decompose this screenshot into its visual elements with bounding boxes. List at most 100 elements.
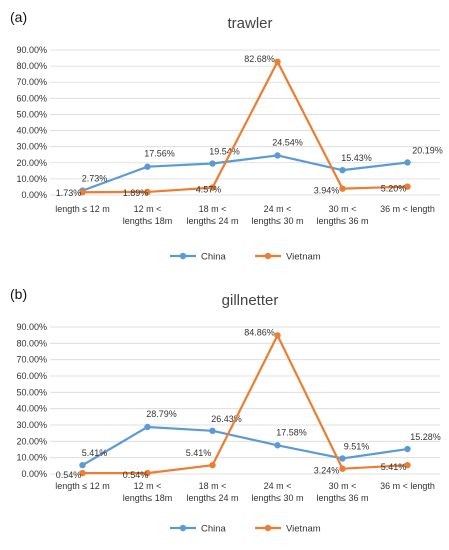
china-series-line bbox=[81, 425, 408, 467]
vietnam-data-point bbox=[209, 184, 216, 191]
china-series-line bbox=[82, 154, 408, 192]
y-tick-label: 90.00% bbox=[16, 322, 47, 332]
china-data-label: 19.54% bbox=[209, 147, 240, 157]
vietnam-data-label: 3.24% bbox=[314, 466, 340, 476]
x-tick-label: 12 m < length≤ 18m bbox=[123, 204, 172, 226]
china-data-point bbox=[404, 159, 411, 166]
legend-label: China bbox=[201, 252, 227, 263]
legend-swatch-marker bbox=[264, 524, 272, 532]
x-tick-label: 18 m < length≤ 24 m bbox=[187, 481, 239, 503]
gillnetter-line-chart: (b) gillnetter 0.00% 10.00% 20.00% 30.00% 40.0… bbox=[10, 286, 441, 535]
china-data-label: 15.28% bbox=[410, 432, 441, 442]
china-data-label: 2.73% bbox=[82, 174, 108, 184]
vietnam-series-line bbox=[82, 60, 408, 194]
y-tick-label: 70.00% bbox=[16, 355, 47, 365]
legend-label: Vietnam bbox=[286, 252, 321, 263]
x-tick-label: 24 m < length≤ 30 m bbox=[252, 204, 304, 226]
china-data-point bbox=[339, 166, 346, 174]
vietnam-data-point bbox=[339, 465, 346, 472]
vietnam-data-label: 1.89% bbox=[123, 188, 149, 198]
china-data-label: 17.56% bbox=[144, 149, 175, 159]
y-tick-label: 60.00% bbox=[16, 371, 47, 381]
legend-swatch-marker bbox=[264, 252, 272, 260]
china-data-point bbox=[404, 445, 411, 453]
y-tick-label: 10.00% bbox=[16, 453, 47, 463]
y-tick-label: 40.00% bbox=[16, 404, 47, 414]
legend-label: Vietnam bbox=[286, 524, 321, 535]
vietnam-data-point bbox=[79, 189, 86, 196]
y-tick-label: 40.00% bbox=[16, 126, 47, 136]
vietnam-data-label: 82.68% bbox=[244, 54, 275, 64]
legend-swatch-marker bbox=[179, 524, 187, 532]
y-tick-label: 90.00% bbox=[16, 45, 47, 55]
vietnam-data-point bbox=[339, 185, 346, 192]
china-data-point bbox=[274, 442, 281, 449]
china-data-point bbox=[339, 455, 346, 462]
china-data-label: 15.43% bbox=[341, 153, 372, 163]
vietnam-data-point bbox=[404, 183, 411, 190]
y-tick-label: 30.00% bbox=[16, 420, 47, 430]
trawler-line-chart: (a) trawler 0.00% 10.00% 20.00% 30.00% 40.00% 5… bbox=[10, 9, 443, 263]
vietnam-data-label: 3.94% bbox=[314, 186, 340, 196]
x-tick-label: 24 m < length≤ 30 m bbox=[252, 481, 304, 503]
vietnam-data-point bbox=[144, 469, 151, 477]
x-tick-label: 18 m < length≤ 24 m bbox=[187, 204, 239, 226]
legend-swatch-marker bbox=[179, 252, 187, 260]
x-tick-label: 36 m < length bbox=[380, 481, 435, 491]
china-data-point bbox=[209, 427, 216, 435]
china-data-point bbox=[274, 152, 281, 159]
x-tick-label: 30 m < length≤ 36 m bbox=[317, 481, 369, 503]
y-tick-label: 60.00% bbox=[16, 93, 47, 103]
vietnam-data-label: 0.54% bbox=[56, 470, 82, 480]
chart-title: gillnetter bbox=[222, 292, 279, 309]
y-tick-label: 80.00% bbox=[16, 61, 47, 71]
legend-item-china: China bbox=[170, 252, 227, 263]
chart-title: trawler bbox=[227, 15, 272, 32]
y-tick-label: 70.00% bbox=[16, 77, 47, 87]
legend-item-vietnam: Vietnam bbox=[255, 524, 321, 535]
vietnam-data-label: 1.73% bbox=[56, 188, 82, 198]
y-tick-label: 10.00% bbox=[16, 174, 47, 184]
chart-panel-gillnetter: (b) gillnetter 0.00% 10.00% 20.00% 30.00% 40.0… bbox=[0, 279, 449, 550]
china-data-label: 20.19% bbox=[412, 145, 443, 155]
y-tick-label: 20.00% bbox=[16, 158, 47, 168]
y-tick-label: 20.00% bbox=[16, 436, 47, 446]
china-data-point bbox=[144, 163, 151, 170]
legend-item-vietnam: Vietnam bbox=[255, 252, 321, 263]
panel-label: (b) bbox=[10, 286, 27, 302]
y-tick-label: 80.00% bbox=[16, 338, 47, 348]
china-data-label: 5.41% bbox=[82, 448, 108, 458]
vietnam-data-label: 4.57% bbox=[196, 185, 222, 195]
y-tick-label: 0.00% bbox=[21, 469, 47, 479]
y-tick-label: 0.00% bbox=[21, 190, 47, 200]
vietnam-data-label: 5.20% bbox=[381, 184, 407, 194]
china-data-point bbox=[144, 423, 151, 431]
legend-item-china: China bbox=[170, 524, 227, 535]
vietnam-data-label: 5.41% bbox=[381, 462, 407, 472]
china-data-label: 24.54% bbox=[272, 137, 303, 147]
chart-panel-trawler: (a) trawler 0.00% 10.00% 20.00% 30.00% 40.00% 5… bbox=[10, 9, 443, 263]
y-tick-label: 50.00% bbox=[16, 387, 47, 397]
vietnam-data-point bbox=[209, 461, 216, 469]
china-data-label: 9.51% bbox=[344, 441, 370, 451]
legend-label: China bbox=[201, 524, 227, 535]
x-tick-label: 30 m < length≤ 36 m bbox=[317, 204, 369, 226]
china-data-label: 28.79% bbox=[146, 409, 177, 419]
china-data-point bbox=[79, 461, 86, 469]
vietnam-data-label: 0.54% bbox=[123, 470, 149, 480]
y-tick-label: 30.00% bbox=[16, 142, 47, 152]
x-tick-label: length ≤ 12 m bbox=[55, 204, 109, 214]
panel-label: (a) bbox=[10, 9, 27, 25]
y-tick-label: 50.00% bbox=[16, 109, 47, 119]
vietnam-data-point bbox=[274, 332, 281, 339]
vietnam-data-point bbox=[274, 58, 281, 65]
vietnam-data-point bbox=[144, 188, 151, 196]
vietnam-data-label: 5.41% bbox=[186, 448, 212, 458]
vietnam-data-point bbox=[79, 469, 86, 477]
china-data-label: 26.43% bbox=[211, 414, 242, 424]
china-data-label: 17.58% bbox=[276, 427, 307, 437]
vietnam-data-label: 84.86% bbox=[244, 327, 275, 337]
vietnam-data-point bbox=[404, 461, 411, 469]
x-tick-label: 12 m < length≤ 18m bbox=[123, 481, 172, 503]
x-tick-label: 36 m < length bbox=[380, 204, 435, 214]
